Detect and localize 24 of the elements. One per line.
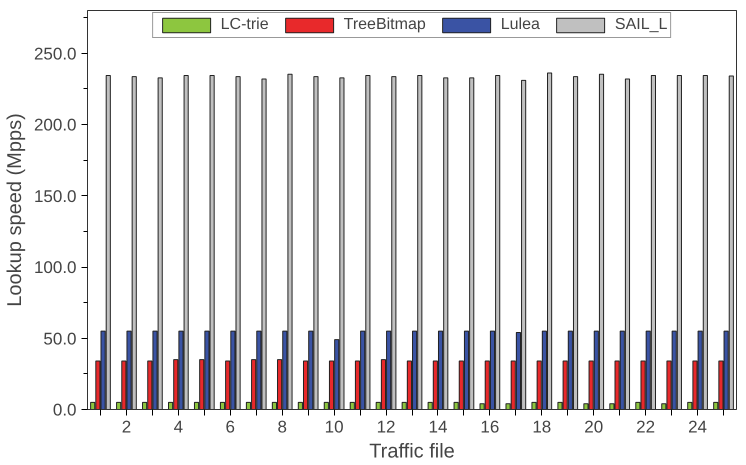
y-tick-label: 200.0 <box>34 116 77 134</box>
legend-label: LC-trie <box>220 16 269 34</box>
x-tick-label: 6 <box>226 418 236 436</box>
y-tick-label: 100.0 <box>34 258 77 277</box>
x-tick-label: 22 <box>636 418 656 436</box>
legend-label: SAIL_L <box>614 16 668 34</box>
x-tick-label: 8 <box>277 418 287 436</box>
y-tick-label: 0.0 <box>52 400 77 420</box>
x-tick-label: 18 <box>532 418 552 436</box>
legend-label: TreeBitmap <box>344 16 426 34</box>
y-tick-label: 150.0 <box>34 186 77 206</box>
x-tick-label: 2 <box>122 418 132 436</box>
x-tick-label: 14 <box>428 418 448 436</box>
legend-label: Lulea <box>500 16 540 34</box>
y-axis-title: Lookup speed (Mpps) <box>4 113 26 307</box>
x-axis-title: Traffic file <box>369 440 455 462</box>
x-tick-label: 10 <box>324 418 344 436</box>
x-tick-label: 4 <box>174 418 184 436</box>
y-tick-label: 250.0 <box>34 44 77 64</box>
y-tick-label: 50.0 <box>43 329 77 348</box>
x-tick-label: 20 <box>584 418 604 436</box>
x-tick-label: 12 <box>376 418 396 436</box>
x-tick-label: 16 <box>480 418 500 436</box>
x-tick-label: 24 <box>688 418 708 436</box>
